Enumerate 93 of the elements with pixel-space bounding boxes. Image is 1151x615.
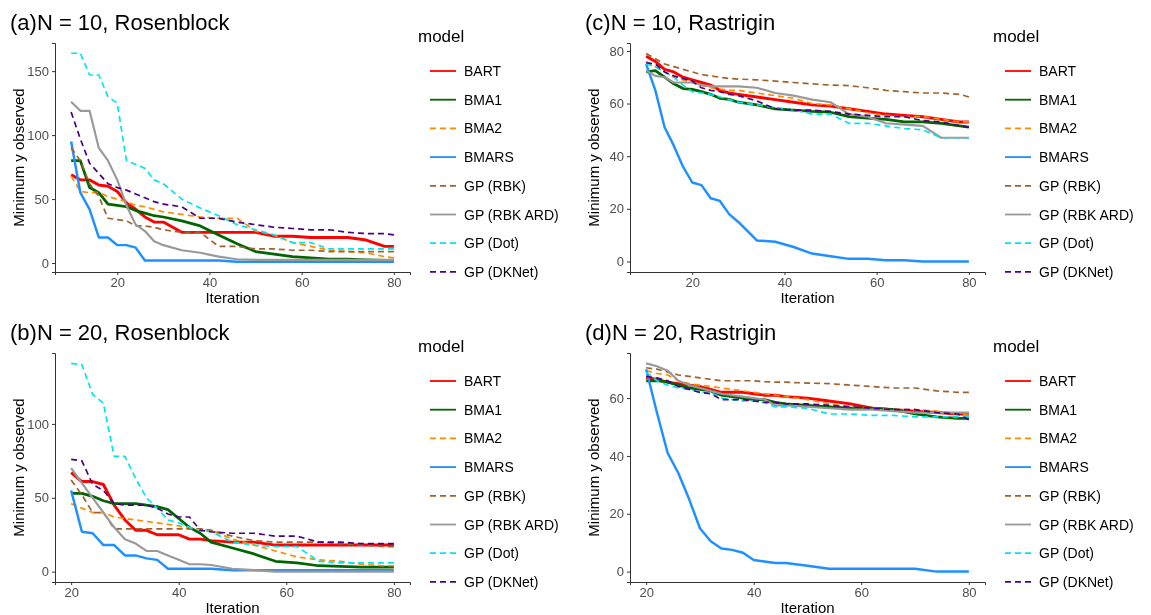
x-tick-label: 20	[639, 585, 654, 601]
line-series	[70, 111, 395, 236]
legend-label: GP (DKNet)	[464, 263, 539, 280]
chart-title: (d)N = 20, Rastrigin	[585, 320, 777, 345]
legend-label: GP (Dot)	[464, 235, 519, 252]
y-tick-label: 20	[609, 506, 624, 522]
y-tick-label: 150	[27, 63, 49, 79]
legend-label: GP (Dot)	[464, 545, 519, 562]
y-tick-label: 0	[616, 254, 624, 270]
x-axis-title: Iteration	[205, 599, 260, 615]
x-tick-label: 40	[171, 585, 187, 601]
legend-title: model	[418, 27, 465, 46]
legend-label: GP (RBK)	[1039, 487, 1101, 504]
y-tick-label: 80	[609, 43, 624, 59]
y-tick-label: 0	[41, 255, 49, 271]
x-tick-label: 60	[869, 275, 885, 291]
y-tick-label: 0	[41, 564, 49, 580]
legend-label: GP (RBK)	[1039, 177, 1101, 194]
legend-title: model	[993, 27, 1040, 46]
y-tick-label: 20	[609, 201, 624, 217]
x-axis-title: Iteration	[205, 289, 260, 306]
x-tick-label: 20	[110, 275, 125, 291]
chart-title: (c)N = 10, Rastrigin	[585, 10, 776, 35]
legend-label: BMARS	[464, 149, 514, 166]
chart-title: (a)N = 10, Rosenblock	[10, 10, 231, 35]
legend-label: GP (RBK ARD)	[464, 516, 559, 533]
line-series	[70, 52, 395, 250]
legend-label: GP (DKNet)	[1039, 573, 1114, 590]
x-tick-label: 40	[746, 585, 762, 601]
x-tick-label: 20	[64, 585, 79, 601]
legend-label: BMARS	[464, 459, 514, 476]
legend-label: BMA1	[1039, 401, 1078, 418]
legend-label: GP (DKNet)	[1039, 263, 1114, 280]
legend-label: BMA1	[464, 401, 503, 418]
y-tick-label: 60	[609, 390, 624, 406]
x-tick-label: 80	[387, 275, 402, 291]
line-series	[644, 62, 971, 263]
legend-title: model	[418, 337, 465, 356]
x-tick-label: 40	[202, 275, 218, 291]
legend-label: BMA2	[464, 120, 503, 137]
y-axis-title: Minimum y observed	[585, 398, 602, 537]
y-tick-label: 50	[34, 490, 49, 506]
x-tick-label: 60	[854, 585, 870, 601]
y-tick-label: 60	[609, 96, 624, 112]
line-series	[70, 175, 395, 259]
y-axis-title: Minimum y observed	[585, 88, 602, 227]
legend-label: GP (RBK ARD)	[1039, 206, 1134, 223]
line-series	[645, 366, 970, 394]
line-series	[70, 502, 395, 567]
line-series	[70, 467, 395, 573]
legend-label: BMA2	[1039, 120, 1078, 137]
x-axis-title: Iteration	[780, 289, 835, 306]
x-tick-label: 80	[387, 585, 402, 601]
legend-label: GP (RBK ARD)	[1039, 516, 1134, 533]
legend-label: BMARS	[1039, 149, 1089, 166]
chart-title: (b)N = 20, Rosenblock	[10, 320, 231, 345]
legend-label: BMARS	[1039, 459, 1089, 476]
x-tick-label: 80	[962, 275, 977, 291]
y-axis-title: Minimum y observed	[10, 88, 27, 227]
legend-label: BMA1	[464, 91, 503, 108]
legend-label: GP (RBK)	[464, 487, 526, 504]
x-tick-label: 60	[294, 275, 310, 291]
legend-label: GP (Dot)	[1039, 545, 1094, 562]
legend-label: BART	[464, 373, 502, 389]
legend-label: GP (Dot)	[1039, 235, 1094, 252]
y-tick-label: 100	[27, 127, 49, 143]
x-tick-label: 40	[777, 275, 793, 291]
y-tick-label: 100	[27, 416, 49, 432]
legend-label: BMA1	[1039, 91, 1078, 108]
legend-label: GP (RBK ARD)	[464, 206, 559, 223]
line-series	[70, 362, 395, 564]
y-axis-title: Minimum y observed	[10, 398, 27, 537]
line-series	[645, 52, 970, 98]
y-tick-label: 0	[616, 564, 624, 580]
legend-label: BART	[1039, 373, 1077, 389]
y-tick-label: 40	[609, 148, 624, 164]
legend-title: model	[993, 337, 1040, 356]
legend-label: BART	[464, 63, 502, 79]
x-axis-title: Iteration	[780, 599, 835, 615]
y-tick-label: 50	[34, 191, 49, 207]
line-series	[645, 362, 970, 414]
line-series	[70, 100, 395, 261]
legend-label: BMA2	[464, 430, 503, 447]
x-tick-label: 20	[685, 275, 700, 291]
line-series	[644, 367, 971, 573]
line-series	[70, 458, 395, 545]
x-tick-label: 60	[279, 585, 295, 601]
x-tick-label: 80	[962, 585, 977, 601]
legend-label: BMA2	[1039, 430, 1078, 447]
y-tick-label: 40	[609, 448, 624, 464]
legend-label: GP (RBK)	[464, 177, 526, 194]
legend-label: BART	[1039, 63, 1077, 79]
legend-label: GP (DKNet)	[464, 573, 539, 590]
